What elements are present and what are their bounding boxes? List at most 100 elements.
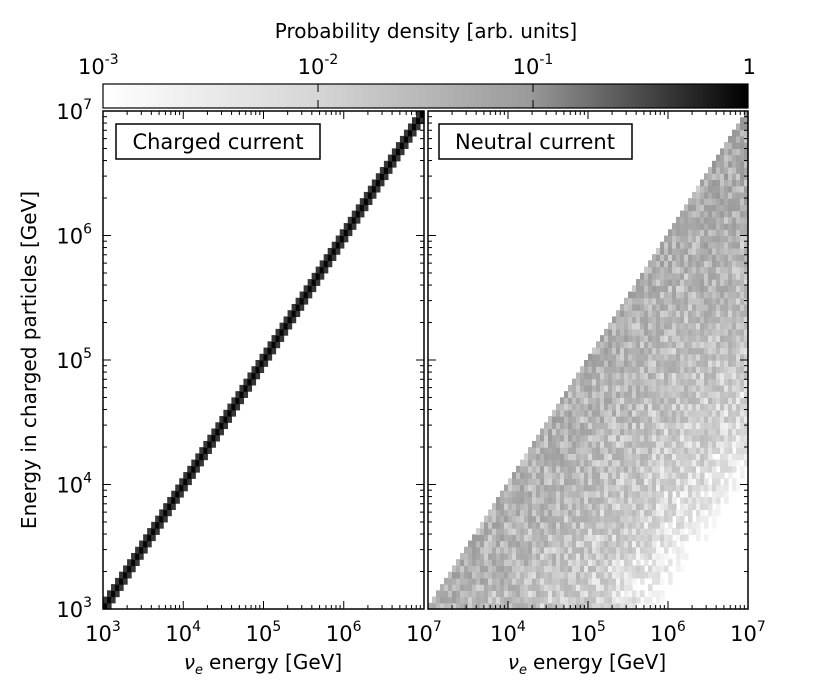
heatmap-cell: [600, 540, 605, 548]
heatmap-cell: [560, 422, 565, 430]
heatmap-cell: [712, 291, 717, 299]
heatmap-cell: [528, 546, 533, 554]
heatmap-cell: [624, 322, 629, 330]
heatmap-cell: [692, 521, 697, 529]
heatmap-cell: [644, 540, 649, 548]
heatmap-cell: [616, 310, 621, 318]
heatmap-cell: [544, 447, 549, 454]
y-axis-label: Energy in charged particles [GeV]: [17, 191, 41, 529]
heatmap-cell: [640, 453, 645, 461]
heatmap-cell: [512, 521, 517, 529]
heatmap-cell: [540, 565, 545, 573]
heatmap-cell: [476, 584, 481, 591]
heatmap-cell: [628, 490, 633, 498]
heatmap-cell: [219, 428, 224, 436]
heatmap-cell: [692, 453, 697, 461]
heatmap-cell: [648, 422, 653, 430]
heatmap-cell: [704, 347, 709, 355]
heatmap-cell: [620, 584, 625, 591]
heatmap-cell: [564, 565, 569, 573]
heatmap-cell: [656, 335, 661, 342]
heatmap-cell: [512, 484, 517, 492]
heatmap-cell: [700, 291, 705, 299]
heatmap-cell: [696, 229, 701, 237]
heatmap-cell: [672, 459, 677, 467]
heatmap-cell: [676, 509, 681, 517]
heatmap-cell: [520, 534, 525, 542]
heatmap-cell: [620, 552, 625, 560]
heatmap-cell: [628, 416, 633, 423]
heatmap-cell: [612, 584, 617, 591]
heatmap-cell: [576, 509, 581, 517]
heatmap-cell: [736, 285, 741, 293]
heatmap-cell: [500, 521, 505, 529]
heatmap-cell: [664, 416, 669, 423]
heatmap-cell: [652, 341, 657, 349]
heatmap-cell: [584, 552, 589, 560]
heatmap-cell: [411, 117, 417, 125]
heatmap-cell: [728, 303, 733, 311]
heatmap-cell: [652, 528, 657, 535]
heatmap-cell: [255, 366, 261, 374]
heatmap-cell: [612, 328, 617, 336]
heatmap-cell: [656, 515, 661, 523]
heatmap-cell: [444, 602, 449, 610]
heatmap-cell: [648, 260, 653, 268]
heatmap-cell: [696, 347, 701, 355]
heatmap-cell: [484, 540, 489, 548]
heatmap-cell: [720, 328, 725, 336]
heatmap-cell: [740, 142, 745, 149]
heatmap-cell: [664, 279, 669, 286]
heatmap-cell: [696, 272, 701, 280]
heatmap-cell: [632, 391, 637, 398]
heatmap-cell: [620, 490, 625, 498]
heatmap-cell: [724, 229, 729, 237]
heatmap-cell: [632, 496, 637, 504]
heatmap-cell: [696, 341, 701, 349]
heatmap-cell: [552, 453, 557, 461]
heatmap-cell: [584, 434, 589, 442]
heatmap-cell: [712, 266, 717, 274]
heatmap-cell: [684, 521, 689, 529]
heatmap-cell: [596, 403, 601, 411]
heatmap-cell: [235, 391, 241, 398]
heatmap-cell: [612, 322, 617, 330]
heatmap-cell: [696, 472, 701, 479]
heatmap-cell: [712, 490, 717, 498]
heatmap-cell: [604, 571, 609, 579]
heatmap-cell: [524, 540, 529, 548]
heatmap-cell: [536, 546, 541, 554]
heatmap-cell: [672, 397, 677, 405]
heatmap-cell: [468, 602, 473, 610]
heatmap-cell: [512, 540, 517, 548]
heatmap-cell: [720, 154, 725, 162]
heatmap-cell: [624, 515, 629, 523]
heatmap-cell: [620, 310, 625, 318]
heatmap-cell: [488, 577, 493, 585]
heatmap-cell: [468, 577, 473, 585]
heatmap-cell: [736, 179, 741, 187]
heatmap-cell: [568, 521, 573, 529]
heatmap-cell: [195, 453, 200, 461]
heatmap-cell: [736, 403, 741, 411]
heatmap-cell: [732, 297, 737, 305]
heatmap-cell: [448, 577, 453, 585]
heatmap-cell: [676, 266, 681, 274]
heatmap-cell: [556, 546, 561, 554]
heatmap-cell: [736, 409, 741, 417]
heatmap-cell: [359, 210, 365, 218]
heatmap-cell: [632, 490, 637, 498]
heatmap-cell: [656, 360, 661, 367]
heatmap-cell: [616, 347, 621, 355]
heatmap-cell: [664, 565, 669, 573]
heatmap-cell: [668, 285, 673, 293]
heatmap-cell: [444, 596, 449, 604]
heatmap-cell: [672, 428, 677, 436]
heatmap-cell: [664, 322, 669, 330]
heatmap-cell: [227, 416, 232, 423]
heatmap-cell: [504, 528, 509, 535]
heatmap-cell: [716, 372, 721, 380]
heatmap-cell: [460, 590, 465, 598]
heatmap-cell: [544, 534, 549, 542]
heatmap-cell: [536, 440, 541, 448]
